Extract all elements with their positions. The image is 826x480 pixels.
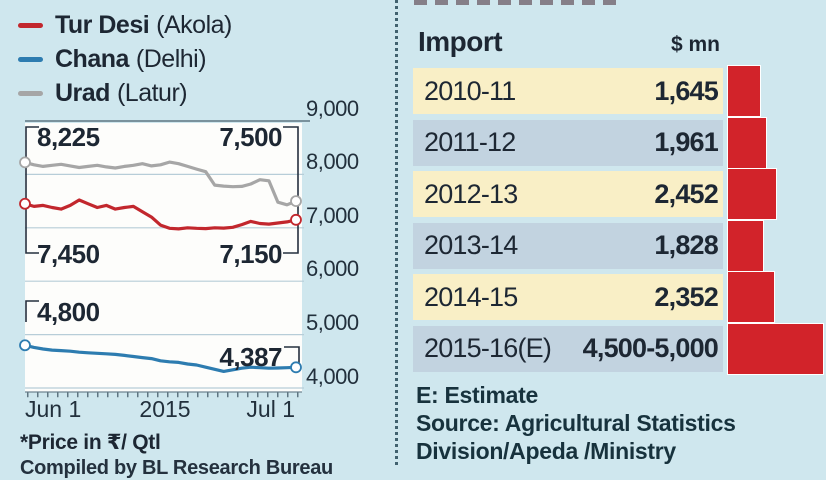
import-unit-label: $ mn — [670, 33, 720, 56]
source-line-1: Source: Agricultural Statistics — [416, 410, 736, 436]
y-tick-4000: 4,000 — [306, 364, 359, 389]
end-marker-chana — [290, 361, 302, 374]
start-marker-urad — [19, 156, 31, 169]
x-tick-jul1: Jul 1 — [246, 396, 295, 422]
series-line-chana — [24, 343, 297, 373]
legend-item-tur-desi: Tur Desi (Akola) — [18, 8, 232, 42]
y-tick-5000: 5,000 — [306, 310, 359, 335]
row-year: 2014-15 — [424, 281, 518, 312]
legend-name-urad: Urad — [55, 78, 110, 107]
row-year: 2012-13 — [424, 178, 518, 209]
x-tick-jun1: Jun 1 — [25, 396, 82, 422]
label-callout-brackets — [25, 126, 300, 364]
start-marker-tur-desi — [19, 197, 31, 210]
legend-location-urad: (Latur) — [116, 78, 188, 107]
y-tick-8000: 8,000 — [306, 149, 359, 174]
table-row: 2010-11 1,645 — [413, 68, 723, 114]
table-row: 2011-12 1,961 — [413, 119, 723, 166]
import-bar — [727, 116, 767, 169]
start-marker-chana — [19, 339, 31, 352]
urad-start-value: 8,225 — [37, 122, 100, 152]
row-value: 2,352 — [654, 281, 718, 312]
series-line-urad — [24, 160, 297, 207]
row-value: 4,500-5,000 — [582, 333, 719, 363]
row-year: 2010-11 — [424, 75, 516, 106]
tur-desi-end-value: 7,150 — [219, 239, 282, 269]
tur-desi-line-swatch-icon — [18, 22, 43, 28]
series-line-tur-desi — [24, 198, 297, 231]
tur-desi-start-value: 7,450 — [37, 239, 100, 269]
urad-end-value: 7,500 — [219, 122, 282, 152]
clipped-headline-fragment — [414, 0, 616, 5]
import-bar — [727, 219, 764, 272]
table-row: 2014-15 2,352 — [413, 274, 723, 320]
estimate-note: E: Estimate — [416, 382, 538, 408]
import-table-title: Import — [418, 26, 503, 57]
table-row: 2013-14 1,828 — [413, 222, 723, 269]
legend-item-chana: Chana (Delhi) — [18, 42, 232, 76]
import-bar — [727, 65, 761, 117]
y-tick-9000: 9,000 — [306, 96, 359, 121]
import-bar — [727, 322, 824, 375]
infographic-pulse-prices: { "chart_data": [ { "type": "line", "tit… — [18, 0, 824, 479]
x-tick-2015: 2015 — [139, 396, 191, 422]
price-line-chart — [19, 120, 310, 398]
table-row: 2015-16(E) 4,500-5,000 — [413, 325, 723, 372]
row-year: 2015-16(E) — [424, 333, 552, 363]
legend-location-tur-desi: (Akola) — [156, 10, 232, 39]
legend-name-tur-desi: Tur Desi — [55, 10, 150, 39]
gridlines — [25, 173, 304, 389]
row-year: 2011-12 — [424, 127, 516, 157]
import-bar — [727, 271, 775, 323]
end-marker-urad — [290, 195, 302, 208]
row-value: 1,828 — [654, 230, 718, 260]
y-tick-6000: 6,000 — [306, 256, 359, 281]
row-year: 2013-14 — [424, 230, 518, 260]
plot-area — [25, 123, 302, 392]
chana-end-value: 4,387 — [219, 342, 282, 372]
end-marker-tur-desi — [290, 213, 302, 226]
chana-start-value: 4,800 — [37, 297, 100, 327]
row-value: 2,452 — [654, 178, 718, 209]
legend-name-chana: Chana — [55, 44, 129, 73]
row-value: 1,961 — [654, 127, 718, 157]
compiled-by-credit: Compiled by BL Research Bureau — [20, 457, 333, 479]
chana-line-swatch-icon — [18, 56, 43, 62]
y-tick-7000: 7,000 — [306, 203, 359, 228]
source-line-2: Division/Apeda /Ministry — [416, 438, 676, 464]
import-table: 2010-11 1,645 2011-12 1,961 2012-13 2,45… — [413, 68, 723, 377]
legend-item-urad: Urad (Latur) — [18, 76, 232, 110]
table-row: 2012-13 2,452 — [413, 171, 723, 217]
row-value: 1,645 — [654, 75, 718, 106]
section-divider — [395, 0, 398, 465]
price-unit-footnote: *Price in ₹/ Qtl — [20, 431, 161, 454]
chart-legend: Tur Desi (Akola) Chana (Delhi) Urad (Lat… — [18, 8, 232, 110]
legend-location-chana: (Delhi) — [135, 44, 207, 73]
urad-line-swatch-icon — [18, 90, 43, 96]
import-bar — [727, 168, 777, 220]
